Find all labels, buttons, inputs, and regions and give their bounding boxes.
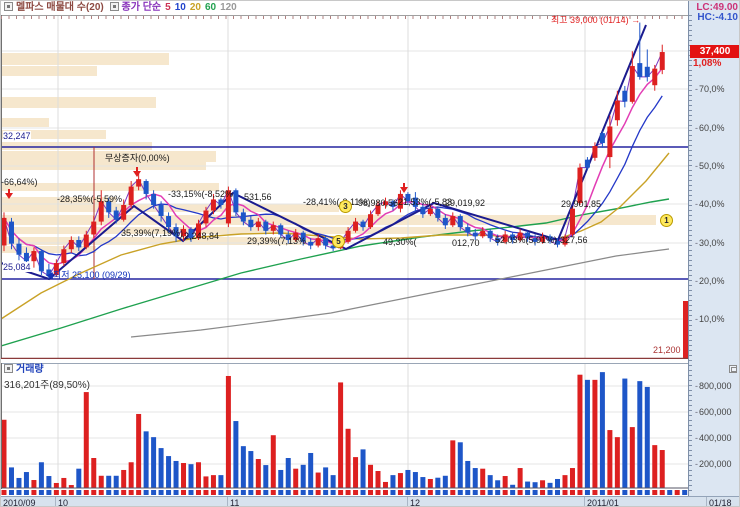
ma-legend-item: 60 [204,2,217,13]
volume-profile-rank-badge: 5 [332,235,345,248]
chart-annotation: 32,247 [3,131,31,141]
daily-direction-strip [1,490,703,495]
axis-tick-marks [689,15,692,495]
chart-annotation: 531,56 [244,192,272,202]
date-axis-label: 12 [410,498,421,507]
percent-tick-label: 10,0% [695,314,725,324]
ma-legend-item: 5 [165,2,171,13]
date-axis-label: 10 [58,498,69,507]
date-axis-label: 11 [230,498,240,507]
price-chart-canvas[interactable] [1,15,688,359]
percent-tick-label: 70,0% [695,84,725,94]
ma-legend-item: 120 [220,2,237,13]
chart-annotation: 35,39%(7,19%) [121,228,184,238]
volume-title: 거래량 [16,364,44,376]
chart-annotation: 최고 39,000 (01/14) → [551,15,641,25]
chart-annotation: ◀최저 25,100 (09/29) [46,270,131,280]
percent-tick-label: 60,0% [695,123,725,133]
chart-annotation: -33,15%(-8,52% [168,189,234,199]
volume-profile-rank-badge: 3 [339,200,352,213]
lc-value: LC:49.00 [696,2,738,13]
current-price-marker: 37,400 [690,45,739,58]
volume-tick-label: 600,000 [695,407,732,417]
chart-title: 멜파스 매물대 수(20) [16,2,104,13]
chart-annotation: -28,41%(-3,11%) [303,197,371,207]
date-axis-separator [227,497,228,506]
volume-profile-rank-badge: 1 [660,214,673,227]
date-axis-separator [407,497,408,506]
date-axis-label: 2010/09 [3,498,36,507]
chart-annotation: 49,30%( [383,237,417,247]
date-axis-separator [55,497,56,506]
ma-checkbox[interactable] [109,1,119,11]
right-axis-panel: LC:49.00 HC:-4.10 37,400 1,08% 70,0% 60,0… [688,1,739,506]
chart-annotation: 25,084 [3,262,31,272]
chart-annotation: 327,56 [560,235,588,245]
chart-annotation: 무상증자(0,00%) [105,153,170,163]
chart-annotation: 21,200 [653,345,681,355]
chart-annotation: 29,39%(7,13% [247,236,307,246]
ma-legend-item: 종가 단순 [121,2,162,13]
chart-annotation: 29,901,85 [561,199,602,209]
change-percent-label: 1,08% [693,58,722,69]
volume-chart-canvas[interactable] [1,363,688,489]
ma-legend-item: 10 [174,2,186,13]
ma-legend-item: 20 [189,2,201,13]
volume-tick-label: 400,000 [695,433,732,443]
chart-annotation: -21,53%(-5,83 [395,197,453,207]
panel-maximize-icon[interactable] [729,365,737,373]
chart-annotation: 52,03%(5,91%) [495,235,558,245]
percent-tick-label: 50,0% [695,161,725,171]
volume-tick-label: 800,000 [695,381,732,391]
percent-tick-label: 20,0% [695,276,725,286]
date-axis-label: 2011/01 [587,498,619,507]
chart-annotation: -2,248,84 [181,231,220,241]
percent-tick-label: 40,0% [695,199,725,209]
chart-annotation: 98,980,56 [358,198,399,208]
volume-subtitle: 316,201주(89,50%) [4,380,90,391]
volume-header: 거래량 [1,364,44,376]
indicator-checkbox[interactable] [4,1,13,11]
date-axis-label: 01/18 [709,498,732,507]
hc-value: HC:-4.10 [697,12,738,23]
date-axis-separator [584,497,585,506]
chart-annotation: (-66,64%) [0,177,38,187]
volume-tick-label: 200,000 [695,459,732,469]
chart-annotation: -28,35%(-5,59% [57,194,123,204]
chart-header: 멜파스 매물대 수(20) 종가 단순 5 10 20 60 120 [1,1,688,15]
date-axis[interactable]: 2010/09 10 11 12 2011/01 01/18 [1,496,739,507]
ma-legend: 종가 단순 5 10 20 60 120 [122,2,241,13]
date-axis-separator [706,497,707,506]
chart-annotation: 29,019,92 [445,198,486,208]
chart-annotation: 012,70 [452,238,480,248]
volume-checkbox[interactable] [4,364,13,373]
top-axis-ticks [1,16,688,19]
percent-tick-label: 30,0% [695,238,725,248]
